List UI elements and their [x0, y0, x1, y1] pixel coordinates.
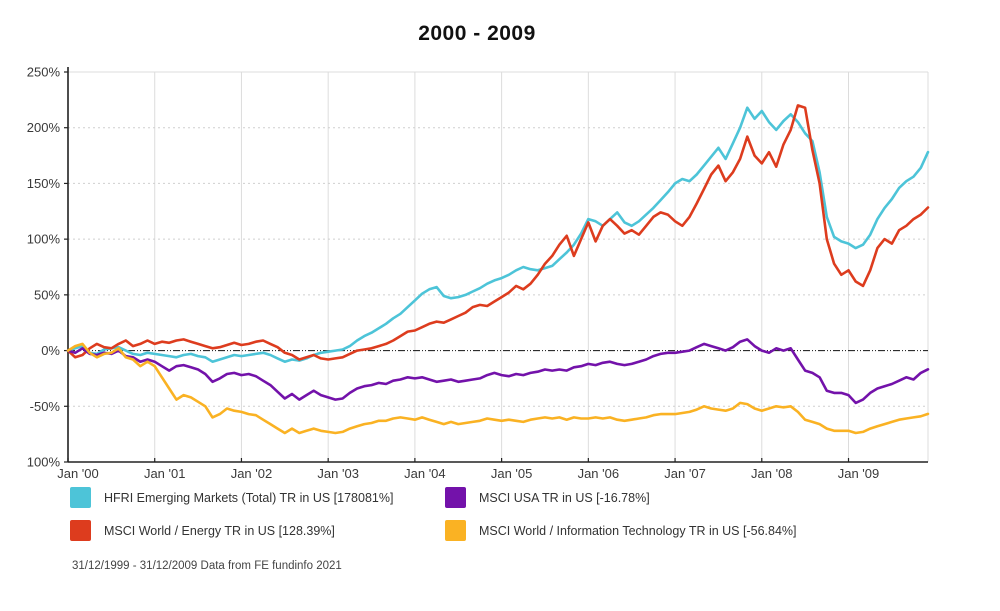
legend-label: MSCI World / Information Technology TR i… — [479, 523, 797, 538]
legend-swatch-red — [70, 520, 91, 541]
svg-text:Jan '00: Jan '00 — [57, 466, 99, 480]
svg-text:Jan '09: Jan '09 — [838, 466, 880, 480]
svg-text:Jan '05: Jan '05 — [491, 466, 533, 480]
chart-footnote: 31/12/1999 - 31/12/2009 Data from FE fun… — [72, 560, 342, 572]
legend-swatch-amber — [445, 520, 466, 541]
series-line-1 — [66, 104, 930, 361]
series-line-3 — [66, 342, 930, 435]
svg-text:50%: 50% — [34, 287, 60, 302]
legend-label: MSCI USA TR in US [-16.78%] — [479, 490, 650, 505]
svg-text:250%: 250% — [27, 65, 61, 80]
legend-item-hfri-emerging-markets: HFRI Emerging Markets (Total) TR in US [… — [70, 487, 393, 508]
svg-text:100%: 100% — [27, 232, 61, 247]
svg-text:0%: 0% — [41, 343, 60, 358]
legend-swatch-purple — [445, 487, 466, 508]
svg-text:-50%: -50% — [30, 399, 61, 414]
legend-label: MSCI World / Energy TR in US [128.39%] — [104, 523, 335, 538]
svg-text:Jan '03: Jan '03 — [317, 466, 359, 480]
legend-label: HFRI Emerging Markets (Total) TR in US [… — [104, 490, 394, 505]
svg-text:Jan '08: Jan '08 — [751, 466, 793, 480]
legend-item-msci-world-it: MSCI World / Information Technology TR i… — [445, 520, 797, 541]
series-line-2 — [66, 338, 930, 405]
line-chart: 250%200%150%100%50%0%-50%100%Jan '00 Jan … — [27, 65, 930, 480]
svg-text:200%: 200% — [27, 120, 61, 135]
svg-text:Jan '02: Jan '02 — [231, 466, 273, 480]
legend-item-msci-usa: MSCI USA TR in US [-16.78%] — [445, 487, 650, 508]
svg-text:Jan '07: Jan '07 — [664, 466, 706, 480]
legend-item-msci-world-energy: MSCI World / Energy TR in US [128.39%] — [70, 520, 335, 541]
legend-swatch-cyan — [70, 487, 91, 508]
svg-text:Jan '06: Jan '06 — [578, 466, 620, 480]
chart-title: 2000 - 2009 — [418, 22, 536, 45]
svg-text:150%: 150% — [27, 176, 61, 191]
svg-text:100%: 100% — [27, 455, 61, 470]
svg-text:Jan '01: Jan '01 — [144, 466, 186, 480]
svg-text:Jan '04: Jan '04 — [404, 466, 446, 480]
series-line-0 — [66, 106, 930, 364]
